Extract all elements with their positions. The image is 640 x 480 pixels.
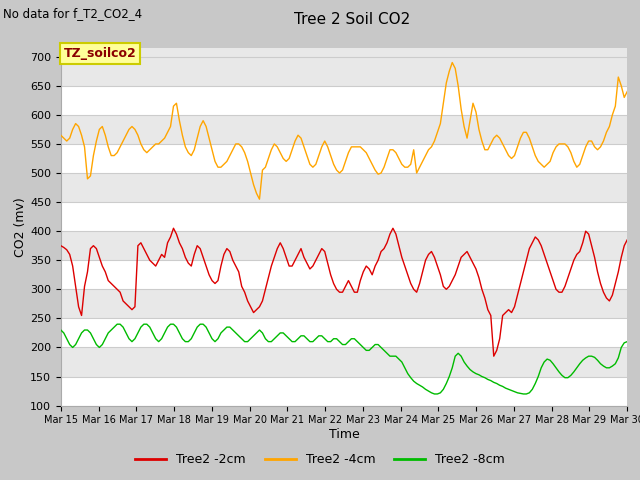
Bar [61,86,627,115]
Bar [61,318,627,348]
Bar [61,260,627,289]
Text: TZ_soilco2: TZ_soilco2 [63,47,136,60]
Bar [61,57,627,86]
Bar [61,348,627,376]
Text: No data for f_T2_CO2_4: No data for f_T2_CO2_4 [3,7,142,20]
Y-axis label: CO2 (mv): CO2 (mv) [14,197,27,257]
Text: Tree 2 Soil CO2: Tree 2 Soil CO2 [294,12,410,27]
Bar [61,202,627,231]
Bar [61,231,627,260]
Bar [61,376,627,406]
X-axis label: Time: Time [328,428,360,441]
Bar [61,173,627,202]
Legend: Tree2 -2cm, Tree2 -4cm, Tree2 -8cm: Tree2 -2cm, Tree2 -4cm, Tree2 -8cm [130,448,510,471]
Bar [61,115,627,144]
Bar [61,144,627,173]
Bar [61,289,627,318]
